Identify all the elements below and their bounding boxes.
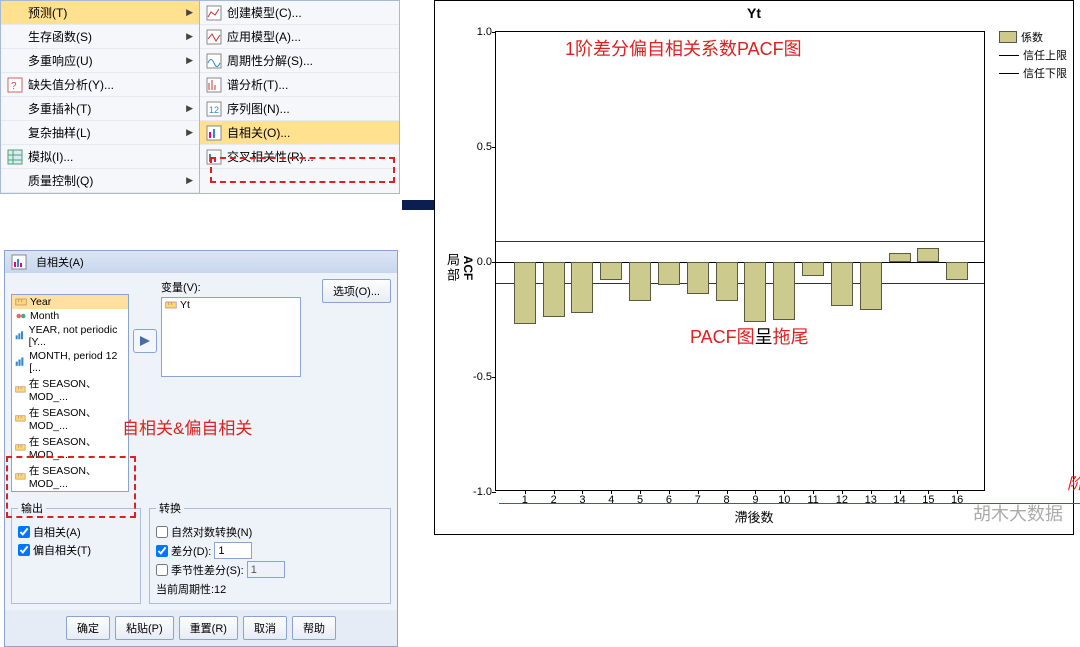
acf-icon — [11, 254, 27, 270]
list-item[interactable]: YEAR, not periodic [Y... — [12, 323, 128, 349]
svg-text:?: ? — [11, 81, 17, 92]
ruler-icon — [15, 413, 26, 425]
highlight-autocorr-menu — [210, 157, 395, 183]
list-item[interactable]: Year — [12, 295, 128, 309]
粘贴(P)-button[interactable]: 粘贴(P) — [115, 616, 174, 640]
menu-item[interactable]: 复杂抽样(L)▶ — [1, 121, 199, 145]
svg-text:12: 12 — [209, 105, 219, 115]
menu-item[interactable]: 多重插补(T)▶ — [1, 97, 199, 121]
scale2-icon — [15, 330, 26, 342]
pacf-bar — [514, 262, 536, 324]
model2-icon — [206, 29, 222, 45]
pacf-bar — [860, 262, 882, 310]
menu-item[interactable]: 生存函数(S)▶ — [1, 25, 199, 49]
ruler-icon — [15, 442, 26, 454]
blank-icon — [7, 5, 23, 21]
plot-area: -1.0-0.50.00.51.012345678910111213141516 — [495, 31, 985, 491]
pacf-bar — [571, 262, 593, 313]
ruler-icon — [15, 296, 27, 308]
chart-legend: 係数 信任上限 信任下限 — [999, 27, 1067, 83]
pacf-bar — [687, 262, 709, 294]
pacf-bar — [744, 262, 766, 322]
annot-acfpacf: 自相关&偏自相关 — [122, 414, 252, 439]
帮助-button[interactable]: 帮助 — [292, 616, 336, 640]
nominal-icon — [15, 310, 27, 322]
move-right-button[interactable] — [133, 329, 157, 353]
list-item[interactable]: MONTH, period 12 [... — [12, 349, 128, 375]
sdiff-checkbox[interactable]: 季节性差分(S): — [156, 562, 244, 578]
list-item[interactable]: Yt — [162, 298, 300, 312]
dialog-titlebar: 自相关(A) — [5, 251, 397, 273]
list-item[interactable]: 在 SEASON、MOD_... — [12, 404, 128, 433]
options-button[interactable]: 选项(O)... — [322, 279, 391, 303]
pacf-chart: Yt 係数 信任上限 信任下限 局部 ACF -1.0-0.50.00.51.0… — [434, 0, 1074, 535]
blank-icon — [7, 173, 23, 189]
highlight-output — [6, 456, 136, 518]
transform-fieldset: 转换 自然对数转换(N) 差分(D): 季节性差分(S): 当前周期性:12 — [149, 500, 391, 604]
blank-icon — [7, 125, 23, 141]
diff-checkbox[interactable]: 差分(D): — [156, 543, 211, 559]
menu-item[interactable]: 谱分析(T)... — [200, 73, 399, 97]
menu-item[interactable]: 质量控制(Q)▶ — [1, 169, 199, 193]
pacf-bar — [889, 253, 911, 262]
pacf-bar — [773, 262, 795, 320]
pacf-bar — [600, 262, 622, 280]
spectral-icon — [206, 77, 222, 93]
missing-icon: ? — [7, 77, 23, 93]
menu-item[interactable]: 应用模型(A)... — [200, 25, 399, 49]
menu-item[interactable]: ?缺失值分析(Y)... — [1, 73, 199, 97]
pacf-checkbox[interactable]: 偏自相关(T) — [18, 542, 134, 558]
取消-button[interactable]: 取消 — [243, 616, 287, 640]
dialog-buttons: 确定粘贴(P)重置(R)取消帮助 — [5, 610, 397, 646]
menu-item[interactable]: 创建模型(C)... — [200, 1, 399, 25]
target-variables-list[interactable]: Yt — [161, 297, 301, 377]
model1-icon — [206, 5, 222, 21]
annot-order: 阶数 — [1067, 470, 1080, 494]
scale2-icon — [15, 356, 26, 368]
ruler-icon — [165, 299, 177, 311]
menu-item[interactable]: 多重响应(U)▶ — [1, 49, 199, 73]
pacf-bar — [802, 262, 824, 276]
season-icon — [206, 53, 222, 69]
acf-icon — [206, 125, 222, 141]
blank-icon — [7, 53, 23, 69]
grid-icon — [7, 149, 23, 165]
blank-icon — [7, 101, 23, 117]
重置(R)-button[interactable]: 重置(R) — [179, 616, 238, 640]
chart-title: Yt — [435, 1, 1073, 25]
seq-icon: 12 — [206, 101, 222, 117]
menu-item[interactable]: 预测(T)▶ — [1, 1, 199, 25]
watermark: 胡木大数据 — [973, 500, 1063, 526]
annot-chart-top: 1阶差分偏自相关系数PACF图 — [565, 35, 802, 61]
pacf-bar — [543, 262, 565, 317]
autocorr-dialog: 自相关(A) 选项(O)... YearMonthYEAR, not perio… — [4, 250, 398, 647]
diff-input[interactable] — [214, 542, 252, 559]
sdiff-input[interactable] — [247, 561, 285, 578]
确定-button[interactable]: 确定 — [66, 616, 110, 640]
pacf-bar — [831, 262, 853, 306]
acf-checkbox[interactable]: 自相关(A) — [18, 524, 134, 540]
menu-item[interactable]: 12序列图(N)... — [200, 97, 399, 121]
menu-item[interactable]: 模拟(I)... — [1, 145, 199, 169]
pacf-bar — [629, 262, 651, 301]
menu-item[interactable]: 自相关(O)... — [200, 121, 399, 145]
pacf-bar — [946, 262, 968, 280]
pacf-bar — [716, 262, 738, 301]
menu-item[interactable]: 周期性分解(S)... — [200, 49, 399, 73]
pacf-bar — [658, 262, 680, 285]
blank-icon — [7, 29, 23, 45]
list-item[interactable]: Month — [12, 309, 128, 323]
log-checkbox[interactable]: 自然对数转换(N) — [156, 524, 384, 540]
annot-chart-mid: PACF图呈拖尾 — [690, 323, 809, 349]
pacf-bar — [917, 248, 939, 262]
ruler-icon — [15, 384, 26, 396]
list-item[interactable]: 在 SEASON、MOD_... — [12, 375, 128, 404]
